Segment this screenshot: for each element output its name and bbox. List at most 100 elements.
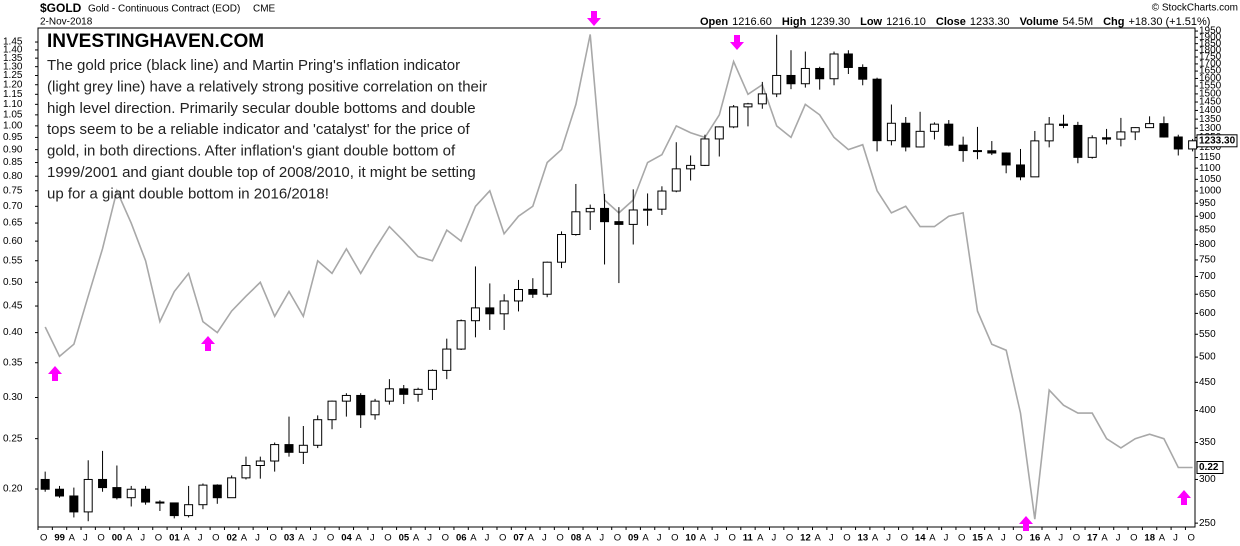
- x-tick-label: O: [671, 533, 678, 544]
- y-tick-label: 1500: [1199, 89, 1222, 100]
- candle-body: [227, 477, 237, 499]
- x-tick-label: O: [728, 533, 735, 544]
- candle-body: [456, 320, 466, 350]
- quote-value: 54.5M: [1063, 16, 1094, 28]
- y2-tick-label: 0.45: [3, 301, 23, 312]
- candle-body: [700, 138, 710, 166]
- candle-body: [1030, 140, 1040, 178]
- candle-body: [1145, 123, 1155, 129]
- candle-body: [327, 400, 337, 421]
- x-tick-label: J: [599, 533, 604, 544]
- y-tick-label: 800: [1199, 239, 1216, 250]
- y-tick-label: 950: [1199, 198, 1216, 209]
- y-tick-label: 350: [1199, 437, 1216, 448]
- plot: 250 300 350 400 450 500 550 600 650 700 750 800 850 9…: [3, 26, 1238, 544]
- x-tick-label: A: [126, 533, 133, 544]
- candle-body: [671, 168, 681, 192]
- x-tick-label: O: [1015, 533, 1022, 544]
- annotation-title: INVESTINGHAVEN.COM: [47, 31, 264, 52]
- x-tick-label: 04: [341, 533, 352, 544]
- y2-tick-label: 1.30: [3, 61, 23, 72]
- x-tick-label: 09: [628, 533, 639, 544]
- candle-body: [1188, 140, 1198, 150]
- candle-body: [829, 53, 839, 80]
- quote-label: Close: [936, 16, 966, 28]
- y-tick-label: 1750: [1199, 52, 1222, 63]
- x-tick-label: O: [40, 533, 47, 544]
- quote-line: Open 1216.60 High 1239.30 Low 1216.10 Close 123…: [700, 16, 1210, 28]
- y2-tick-label: 1.20: [3, 79, 23, 90]
- x-tick-label: O: [958, 533, 965, 544]
- x-tick-label: A: [183, 533, 190, 544]
- candle-body: [1073, 124, 1083, 158]
- y-tick-label: 1300: [1199, 123, 1222, 134]
- instrument-name: Gold - Continuous Contract (EOD): [88, 4, 240, 15]
- candle-body: [69, 495, 79, 513]
- candle-body: [528, 288, 538, 295]
- y2-tick-label: 1.15: [3, 89, 23, 100]
- x-tick-label: J: [829, 533, 834, 544]
- x-tick-label: A: [1101, 533, 1108, 544]
- x-tick-label: O: [786, 533, 793, 544]
- candle-body: [499, 300, 509, 315]
- x-tick-label: J: [427, 533, 432, 544]
- candle-body: [241, 465, 251, 479]
- x-tick-label: O: [269, 533, 276, 544]
- candle-body: [513, 288, 523, 302]
- candle-body: [1102, 137, 1112, 140]
- candle-body: [341, 394, 351, 402]
- y2-tick-label: 0.95: [3, 132, 23, 143]
- annotation-line: tops seem to be a reliable indicator and…: [47, 121, 470, 138]
- x-tick-label: J: [313, 533, 318, 544]
- quote-label: High: [782, 16, 807, 28]
- candle-body: [929, 123, 939, 132]
- candle-body: [1059, 123, 1069, 126]
- x-tick-label: 07: [513, 533, 524, 544]
- candle-body: [198, 484, 208, 506]
- x-tick-label: 99: [54, 533, 65, 544]
- x-tick-label: 10: [685, 533, 696, 544]
- x-tick-label: O: [442, 533, 449, 544]
- y-tick-label: 550: [1199, 329, 1216, 340]
- candle-body: [1087, 137, 1097, 158]
- x-tick-label: A: [1159, 533, 1166, 544]
- candle-body: [155, 501, 165, 504]
- x-tick-label: J: [485, 533, 490, 544]
- candle-body: [958, 144, 968, 152]
- candle-body: [55, 488, 65, 497]
- candle-body: [83, 478, 93, 513]
- x-tick-label: 01: [169, 533, 180, 544]
- x-tick-label: J: [886, 533, 891, 544]
- annotation: The gold price (black line) and Martin P…: [47, 57, 487, 202]
- quote-label: Open: [700, 16, 728, 28]
- y-tick-label: 1000: [1199, 186, 1222, 197]
- x-tick-label: 16: [1030, 533, 1041, 544]
- x-tick-label: J: [140, 533, 145, 544]
- x-tick-label: O: [499, 533, 506, 544]
- y2-tick-label: 1.05: [3, 109, 23, 120]
- y-tick-label: 500: [1199, 352, 1216, 363]
- annotation-line: The gold price (black line) and Martin P…: [47, 57, 460, 74]
- candle-body: [169, 502, 179, 517]
- x-tick-label: 18: [1144, 533, 1155, 544]
- x-tick-label: A: [470, 533, 477, 544]
- candle-body: [600, 207, 610, 223]
- x-tick-label: A: [929, 533, 936, 544]
- x-tick-label: O: [843, 533, 850, 544]
- y-tick-label: 1650: [1199, 66, 1222, 77]
- x-tick-label: O: [327, 533, 334, 544]
- candle-body: [485, 307, 495, 315]
- date: 2-Nov-2018: [40, 17, 93, 28]
- y-tick-label: 1950: [1199, 26, 1222, 37]
- y-tick-label: 1400: [1199, 105, 1222, 116]
- x-tick-label: J: [198, 533, 203, 544]
- end-label: 0.22: [1199, 462, 1219, 473]
- candle-body: [614, 221, 624, 225]
- x-tick-label: O: [384, 533, 391, 544]
- y2-tick-label: 0.25: [3, 433, 23, 444]
- y-tick-label: 850: [1199, 225, 1216, 236]
- x-tick-label: 14: [915, 533, 926, 544]
- candle-body: [944, 123, 954, 146]
- arrows: [48, 11, 1191, 531]
